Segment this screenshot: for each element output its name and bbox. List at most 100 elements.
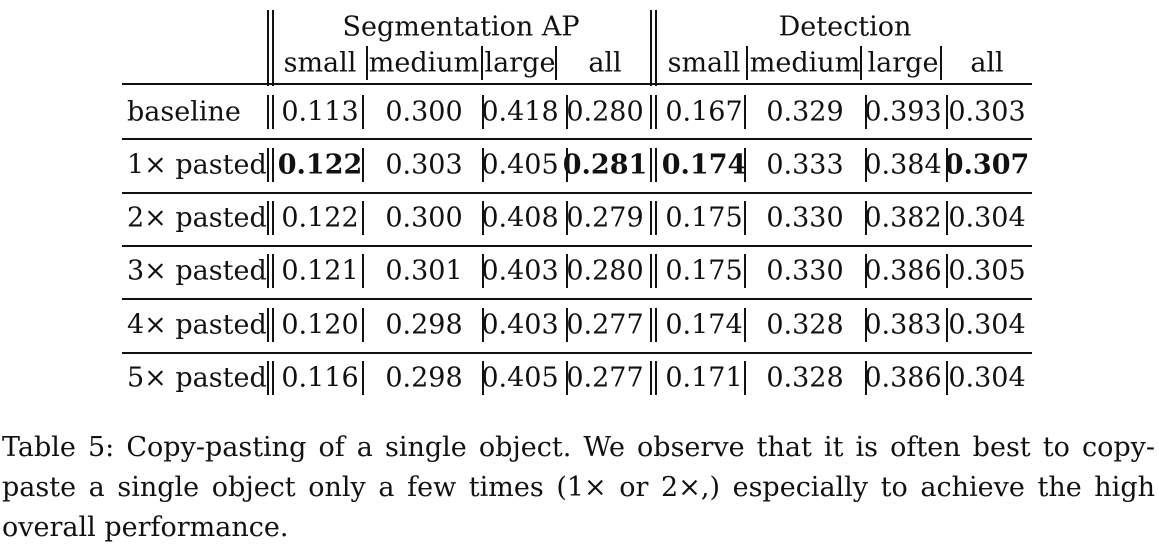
table-cell: 0.175	[665, 202, 743, 234]
table-cell: 0.328	[766, 309, 844, 341]
double-rule	[655, 361, 657, 395]
double-rule	[650, 95, 652, 129]
double-rule	[650, 201, 652, 235]
column-rule	[865, 95, 867, 129]
table-cell: 0.408	[481, 202, 559, 234]
table-cell: 0.171	[665, 362, 743, 394]
double-rule	[655, 10, 657, 86]
double-rule	[650, 148, 652, 182]
table-cell: 0.330	[766, 255, 844, 287]
column-header: medium	[749, 47, 861, 79]
table-cell: 0.386	[864, 362, 942, 394]
table-cell: 0.300	[385, 202, 463, 234]
table-cell: 0.329	[766, 96, 844, 128]
column-rule	[362, 201, 364, 235]
table-cell: 0.307	[944, 149, 1030, 181]
table-cell: 0.280	[566, 255, 644, 287]
column-rule	[865, 361, 867, 395]
double-rule	[272, 361, 274, 395]
double-rule	[655, 308, 657, 342]
double-rule	[272, 201, 274, 235]
table-cell: 0.122	[281, 202, 359, 234]
table-cell: 0.303	[948, 96, 1026, 128]
table-cell: 0.167	[665, 96, 743, 128]
row-rule	[122, 138, 1032, 140]
table-cell: 0.121	[281, 255, 359, 287]
column-rule	[744, 201, 746, 235]
column-rule	[566, 201, 568, 235]
column-rule	[362, 308, 364, 342]
column-rule	[946, 361, 948, 395]
table-cell: 0.304	[948, 202, 1026, 234]
column-rule	[744, 148, 746, 182]
column-rule	[566, 308, 568, 342]
table-cell: 0.393	[864, 96, 942, 128]
column-rule	[744, 308, 746, 342]
double-rule	[272, 308, 274, 342]
column-rule	[366, 46, 368, 80]
column-rule	[865, 148, 867, 182]
double-rule	[267, 10, 269, 86]
double-rule	[655, 201, 657, 235]
row-label: 4× pasted	[127, 309, 267, 341]
column-header: all	[970, 47, 1004, 79]
column-rule	[555, 46, 557, 80]
table-cell: 0.383	[864, 309, 942, 341]
table-cell: 0.328	[766, 362, 844, 394]
row-label: 1× pasted	[127, 149, 267, 181]
column-rule	[940, 46, 942, 80]
group-header: Segmentation AP	[342, 11, 580, 43]
column-rule	[362, 95, 364, 129]
column-rule	[946, 254, 948, 288]
table-cell: 0.120	[281, 309, 359, 341]
column-header: all	[588, 47, 622, 79]
column-header: small	[667, 47, 741, 79]
table-cell: 0.304	[948, 309, 1026, 341]
column-rule	[744, 95, 746, 129]
table-caption: Table 5: Copy-pasting of a single object…	[2, 432, 1155, 543]
table-cell: 0.174	[665, 309, 743, 341]
double-rule	[267, 308, 269, 342]
table-cell: 0.281	[562, 149, 648, 181]
table-cell: 0.386	[864, 255, 942, 287]
group-header: Detection	[778, 11, 912, 43]
table-cell: 0.405	[481, 149, 559, 181]
table-cell: 0.298	[385, 362, 463, 394]
table-cell: 0.384	[864, 149, 942, 181]
row-label: 5× pasted	[127, 362, 267, 394]
double-rule	[267, 254, 269, 288]
table-cell: 0.382	[864, 202, 942, 234]
table-cell: 0.279	[566, 202, 644, 234]
column-rule	[946, 148, 948, 182]
column-rule	[865, 201, 867, 235]
table-cell: 0.301	[385, 255, 463, 287]
double-rule	[650, 254, 652, 288]
double-rule	[650, 308, 652, 342]
double-rule	[655, 254, 657, 288]
column-rule	[482, 308, 484, 342]
column-header: medium	[368, 47, 480, 79]
column-rule	[482, 254, 484, 288]
table-cell: 0.277	[566, 362, 644, 394]
double-rule	[272, 254, 274, 288]
row-rule	[122, 192, 1032, 194]
table-cell: 0.300	[385, 96, 463, 128]
double-rule	[267, 148, 269, 182]
column-rule	[946, 308, 948, 342]
table-cell: 0.304	[948, 362, 1026, 394]
row-rule	[122, 298, 1032, 300]
double-rule	[267, 201, 269, 235]
column-rule	[566, 361, 568, 395]
double-rule	[650, 361, 652, 395]
column-rule	[946, 95, 948, 129]
table-cell: 0.113	[281, 96, 359, 128]
table-cell: 0.122	[277, 149, 363, 181]
column-rule	[746, 46, 748, 80]
column-rule	[362, 361, 364, 395]
double-rule	[272, 10, 274, 86]
table-cell: 0.174	[661, 149, 747, 181]
double-rule	[272, 95, 274, 129]
column-rule	[744, 254, 746, 288]
double-rule	[267, 95, 269, 129]
column-rule	[481, 46, 483, 80]
